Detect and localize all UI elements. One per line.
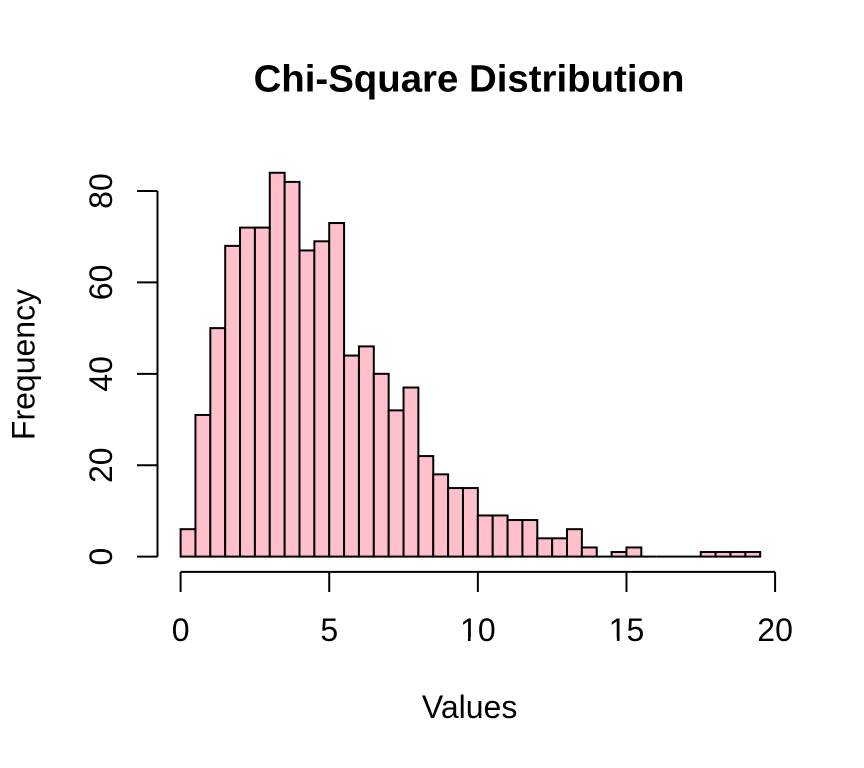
svg-text:80: 80 — [83, 173, 119, 209]
svg-text:Chi-Square Distribution: Chi-Square Distribution — [254, 58, 685, 101]
svg-text:5: 5 — [320, 612, 338, 648]
svg-text:20: 20 — [83, 447, 119, 483]
svg-text:60: 60 — [83, 265, 119, 301]
svg-text:20: 20 — [757, 612, 793, 648]
svg-text:10: 10 — [460, 612, 496, 648]
svg-text:0: 0 — [172, 612, 190, 648]
svg-text:40: 40 — [83, 356, 119, 392]
svg-text:15: 15 — [609, 612, 645, 648]
svg-text:Values: Values — [422, 689, 517, 725]
svg-text:Frequency: Frequency — [6, 289, 42, 440]
svg-text:0: 0 — [83, 548, 119, 566]
